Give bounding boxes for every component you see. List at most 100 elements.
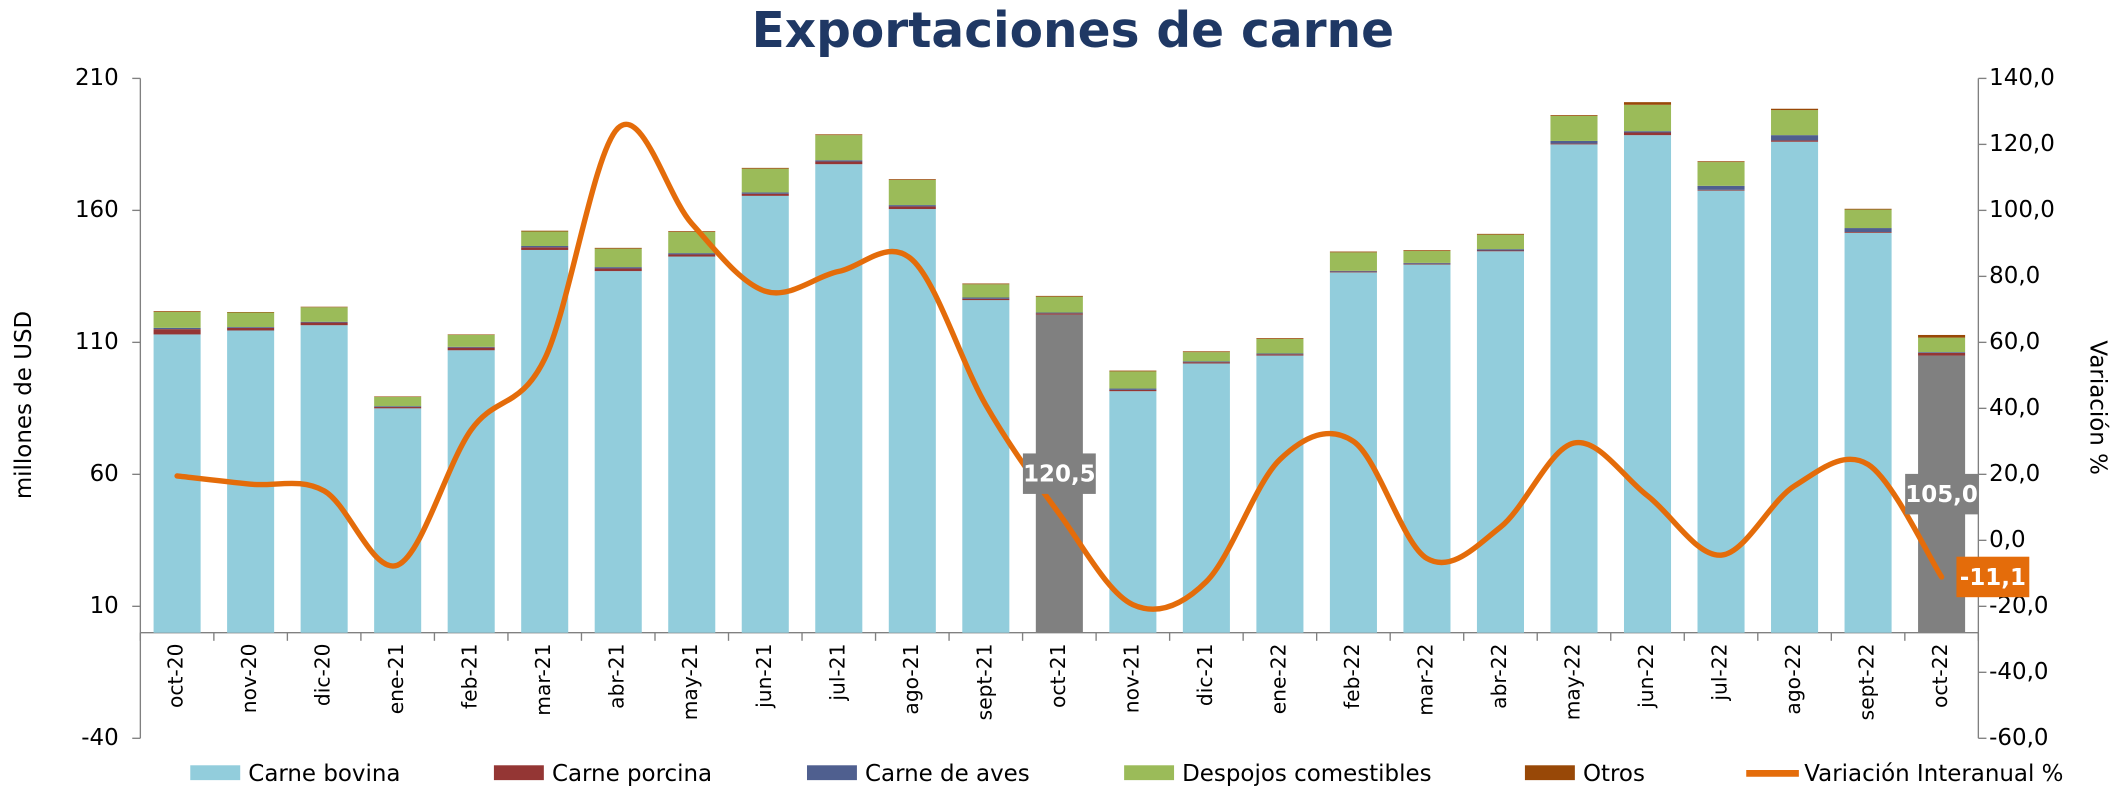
bar-segment	[962, 300, 1010, 633]
bar-segment	[1771, 140, 1819, 142]
bar-segment	[1403, 263, 1451, 265]
bar-segment	[374, 396, 422, 407]
bar-segment	[1918, 337, 1966, 353]
bar-segment	[815, 160, 863, 162]
bar-segment	[1109, 371, 1157, 389]
bar-segment	[153, 334, 201, 633]
y2-tick-label: 100,0	[1989, 197, 2055, 223]
bar-segment	[815, 135, 863, 161]
bar-segment	[1697, 185, 1745, 190]
bar-segment	[1109, 389, 1157, 392]
bar-segment	[153, 329, 201, 335]
bar-segment	[1771, 135, 1819, 141]
bar-segment	[1697, 189, 1745, 191]
bar-segment	[1623, 102, 1672, 105]
y2-tick-label: 120,0	[1989, 131, 2055, 157]
x-tick-label: jul-22	[1708, 644, 1732, 702]
bar-segment	[374, 407, 422, 409]
bar-segment	[962, 284, 1010, 298]
bar-segment	[741, 192, 789, 194]
legend-swatch	[190, 765, 241, 781]
bar-segment	[1403, 264, 1451, 633]
bar-segment	[1476, 250, 1524, 252]
bar-segment	[374, 396, 422, 397]
bar-segment	[227, 311, 275, 313]
bar-segment	[594, 271, 642, 633]
bar-segment	[1329, 271, 1377, 273]
bar-segment	[300, 322, 348, 326]
bar-segment	[1918, 334, 1966, 338]
bar-segment	[1844, 209, 1892, 229]
chart-title: Exportaciones de carne	[752, 3, 1395, 59]
x-tick-label: oct-21	[1046, 644, 1070, 709]
bar-segment	[1844, 228, 1892, 233]
bar-segment	[1329, 252, 1377, 271]
legend-swatch	[806, 765, 857, 781]
bar-segment	[741, 195, 789, 633]
legend-label: Carne de aves	[865, 761, 1030, 787]
legend-label: Despojos comestibles	[1182, 761, 1431, 787]
bar-segment	[1182, 351, 1230, 353]
bar-segment	[1182, 352, 1230, 362]
x-tick-label: ago-22	[1781, 644, 1805, 715]
legend-swatch	[493, 765, 544, 781]
bar-segment	[447, 334, 495, 347]
bar-segment	[594, 267, 642, 269]
bar-segment	[1403, 262, 1451, 264]
bar-segment	[888, 206, 936, 210]
bar-segment	[1918, 352, 1966, 353]
bar-segment	[1476, 233, 1524, 235]
bar-segment	[521, 231, 569, 247]
bar-segment	[1256, 355, 1304, 633]
legend-swatch	[1524, 765, 1575, 781]
bar-segment	[1550, 143, 1598, 145]
bar-segment	[1550, 115, 1598, 141]
data-label: 105,0	[1905, 482, 1978, 508]
x-tick-label: jun-22	[1634, 644, 1658, 709]
y2-tick-label: -60,0	[1989, 725, 2048, 751]
bar-segment	[153, 311, 201, 312]
bar-segment	[1623, 131, 1672, 133]
x-tick-label: abr-21	[605, 644, 629, 709]
data-label: -11,1	[1960, 565, 2026, 591]
bar-segment	[1109, 370, 1157, 372]
bar-segment	[300, 321, 348, 323]
bar-segment	[447, 350, 495, 633]
bar-segment	[1623, 132, 1672, 136]
bar-segment	[1256, 354, 1304, 356]
bar-segment	[300, 306, 348, 308]
bar-segment	[815, 164, 863, 633]
y-tick-label: -40	[81, 725, 118, 751]
x-tick-label: feb-22	[1340, 644, 1364, 709]
bar-segment	[1918, 352, 1966, 356]
bar-segment	[447, 346, 495, 348]
y2-tick-label: 0,0	[1989, 527, 2025, 553]
bar-segment	[1035, 313, 1083, 315]
bar-segment	[300, 307, 348, 322]
bar-segment	[521, 246, 569, 248]
bar-segment	[1329, 270, 1377, 272]
bar-segment	[1476, 249, 1524, 251]
bar-segment	[1329, 251, 1377, 253]
data-label: 120,5	[1023, 462, 1096, 488]
y-tick-label: 10	[90, 593, 119, 619]
bar-segment	[447, 347, 495, 351]
bar-segment	[668, 253, 716, 255]
bar-segment	[374, 406, 422, 408]
label-box	[1905, 473, 1979, 515]
bar-segment	[1182, 363, 1230, 633]
bar-segment	[1182, 362, 1230, 364]
bar-segment	[1109, 391, 1157, 633]
bar-segment	[1697, 161, 1745, 163]
bar-segment	[741, 193, 789, 196]
bar-segment	[1476, 234, 1524, 250]
bar-segment	[1256, 338, 1304, 339]
x-tick-label: ago-21	[899, 644, 923, 715]
bar-segment	[1329, 272, 1377, 633]
bar-segment	[1035, 296, 1083, 313]
bar-segment	[1623, 135, 1672, 633]
x-tick-label: may-21	[678, 644, 702, 721]
bar-segment	[594, 268, 642, 272]
x-tick-label: may-22	[1560, 644, 1584, 721]
bar-segment	[153, 311, 201, 328]
